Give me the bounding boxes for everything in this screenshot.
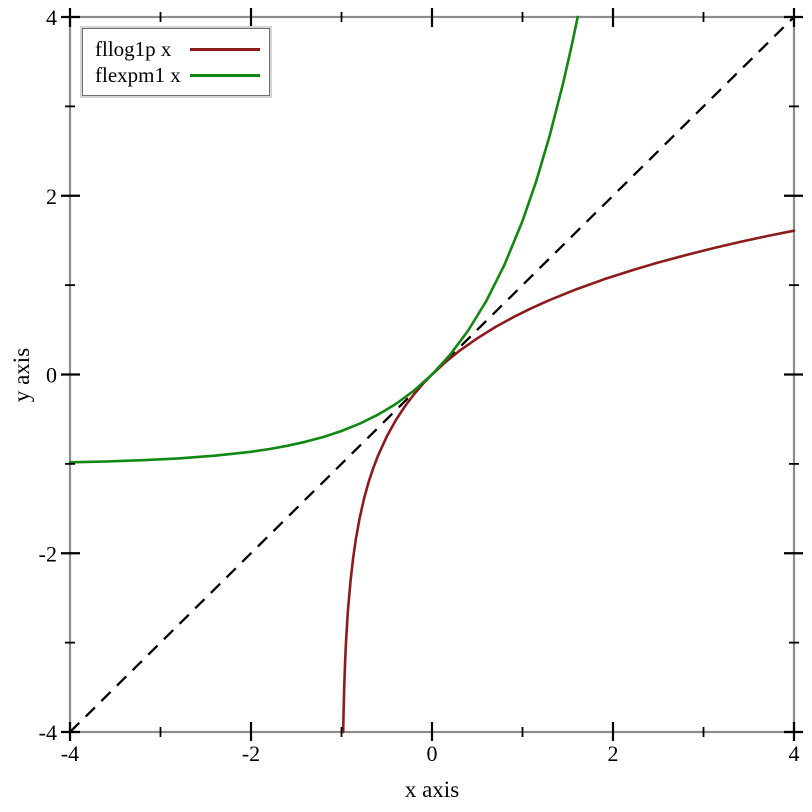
y-tick-label: 2 [46, 184, 57, 209]
x-tick-label: 0 [427, 741, 438, 766]
x-axis-title: x axis [404, 777, 460, 802]
x-tick-label: 2 [608, 741, 619, 766]
legend-label-fllog1p: fllog1p x [95, 36, 172, 61]
legend: fllog1p x flexpm1 x [82, 28, 270, 96]
legend-item-flexpm1: flexpm1 x [95, 62, 260, 88]
legend-label-flexpm1: flexpm1 x [95, 62, 181, 87]
x-tick-label: -4 [61, 741, 79, 766]
y-tick-label: 4 [46, 5, 57, 30]
legend-line-sample-flexpm1 [190, 73, 260, 77]
legend-item-fllog1p: fllog1p x [95, 36, 260, 62]
fllog1p-curve [341, 229, 796, 734]
y-axis-title: y axis [9, 347, 34, 403]
y-tick-label: -4 [39, 720, 57, 745]
y-tick-label: 0 [46, 363, 57, 388]
x-tick-label: -2 [242, 741, 260, 766]
x-tick-label: 4 [789, 741, 800, 766]
y-tick-label: -2 [39, 541, 57, 566]
legend-line-sample-fllog1p [190, 47, 260, 51]
flexpm1-curve [68, 15, 580, 464]
